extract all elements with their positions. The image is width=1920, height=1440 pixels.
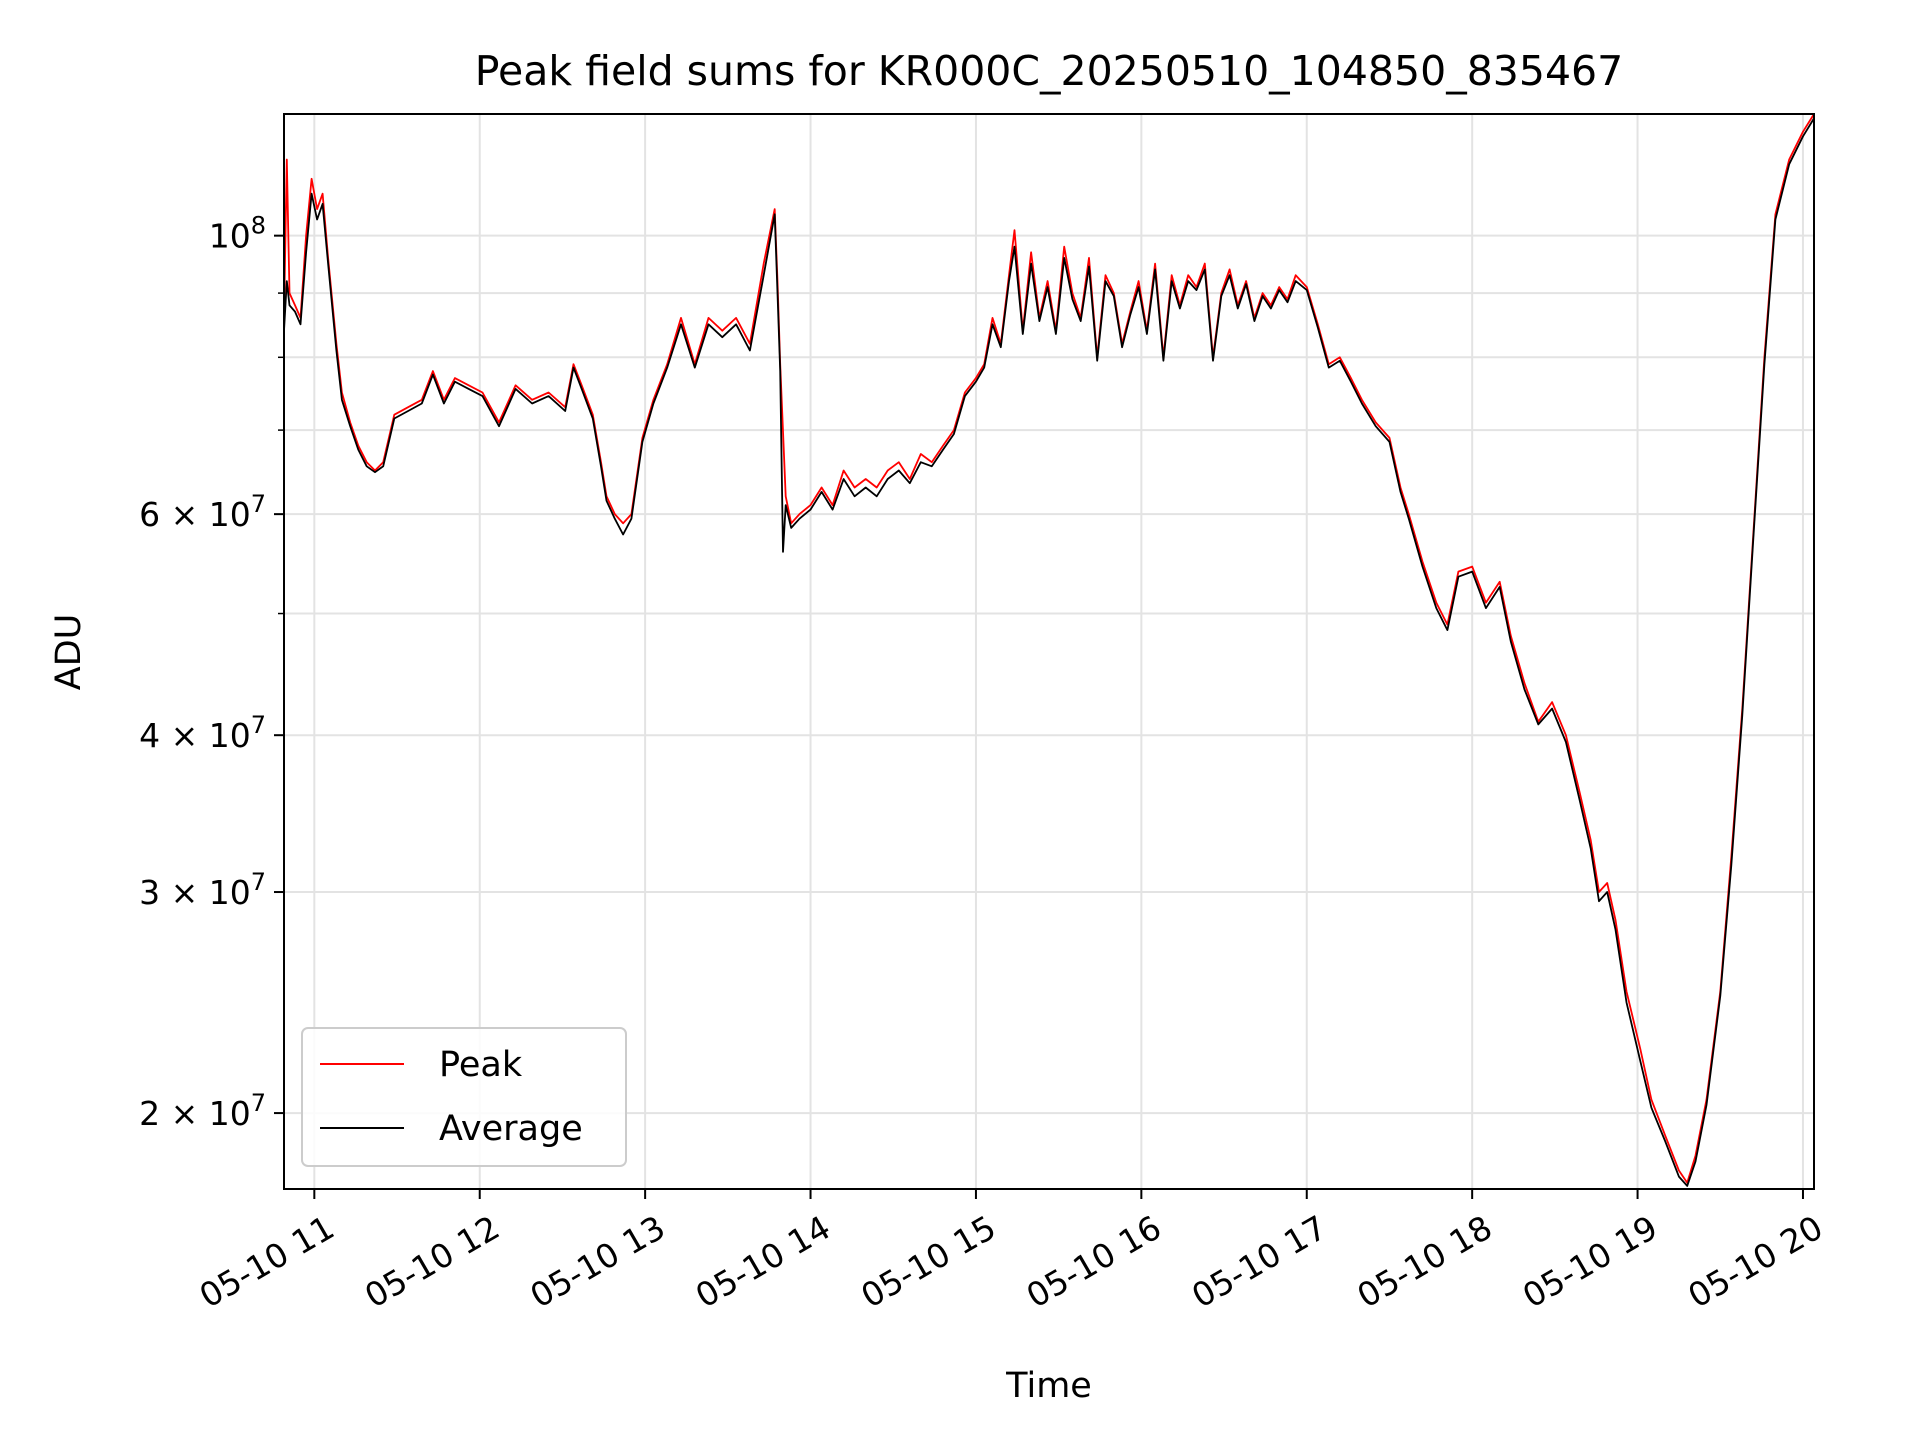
series-layer (284, 114, 1814, 1187)
x-axis-label: Time (1005, 1366, 1092, 1406)
x-tick-label: 05-10 13 (524, 1208, 672, 1316)
chart-title: Peak field sums for KR000C_20250510_1048… (475, 47, 1623, 95)
x-tick-label: 05-10 16 (1020, 1208, 1168, 1316)
x-tick-label: 05-10 20 (1681, 1208, 1829, 1316)
y-tick-label: 6 × 107 (139, 490, 266, 534)
y-tick-label: 3 × 107 (139, 868, 266, 912)
series-line-average (284, 117, 1814, 1187)
x-tick-label: 05-10 11 (193, 1208, 341, 1316)
y-tick-label: 108 (209, 212, 266, 256)
x-axis: 05-10 11 05-10 12 05-10 13 05-10 14 05-10 15… (193, 1189, 1829, 1316)
plot-frame (283, 113, 1815, 1190)
y-tick-label: 2 × 107 (139, 1089, 266, 1133)
legend-label-peak: Peak (439, 1045, 523, 1085)
y-axis: 2 × 107 3 × 107 4 × 107 6 × 107 108 (139, 212, 284, 1133)
x-tick-label: 05-10 14 (689, 1208, 837, 1316)
legend-box (301, 1027, 627, 1167)
x-tick-label: 05-10 15 (854, 1208, 1002, 1316)
legend: Peak Average (301, 1027, 627, 1167)
x-tick-label: 05-10 19 (1516, 1208, 1664, 1316)
x-tick-label: 05-10 18 (1351, 1208, 1499, 1316)
x-tick-label: 05-10 12 (358, 1208, 506, 1316)
y-axis-label: ADU (49, 614, 89, 691)
legend-label-average: Average (439, 1109, 583, 1149)
x-tick-label: 05-10 17 (1185, 1208, 1333, 1316)
series-line-peak (284, 114, 1814, 1184)
y-tick-label: 4 × 107 (139, 711, 266, 755)
